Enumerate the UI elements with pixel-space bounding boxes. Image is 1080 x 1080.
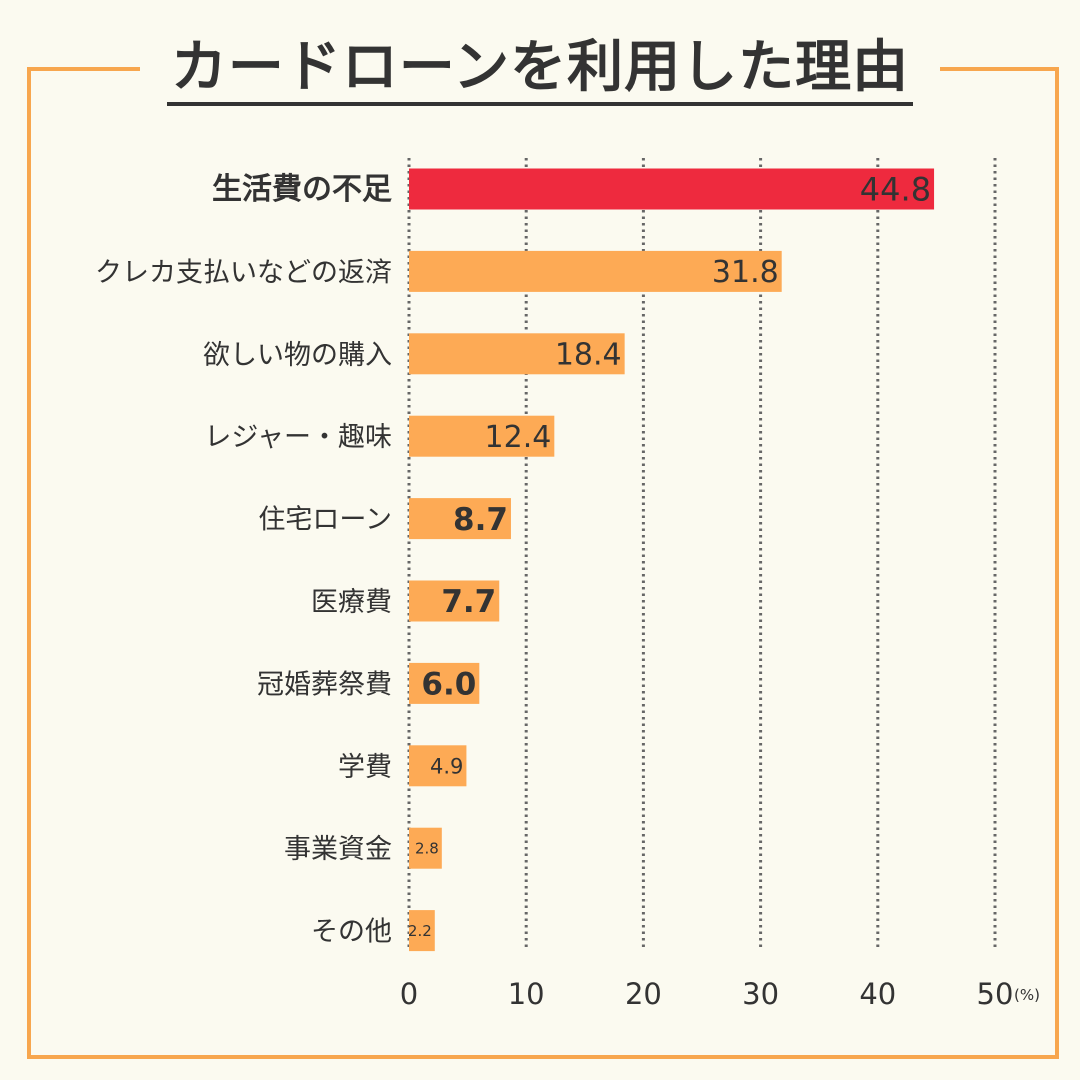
x-tick-label-30: 30 — [742, 977, 779, 1011]
value-label-2: 18.4 — [555, 338, 622, 373]
value-label-3: 12.4 — [485, 420, 552, 455]
value-label-6: 6.0 — [421, 667, 476, 703]
chart-title: カードローンを利用した理由 — [166, 36, 914, 106]
x-tick-label-40: 40 — [859, 977, 896, 1011]
x-axis-unit-label: (%) — [1014, 986, 1040, 1004]
category-label-0: 生活費の不足 — [212, 172, 392, 207]
bar-2 — [409, 333, 625, 375]
x-tick-label-20: 20 — [625, 977, 662, 1011]
category-label-6: 冠婚葬祭費 — [257, 669, 392, 700]
category-label-8: 事業資金 — [284, 834, 392, 865]
category-label-5: 医療費 — [311, 587, 392, 618]
bar-1 — [409, 250, 782, 292]
bar-6 — [409, 662, 480, 704]
bar-7 — [409, 745, 467, 787]
category-label-9: その他 — [311, 917, 392, 948]
category-label-7: 学費 — [338, 752, 392, 783]
x-tick-label-0: 0 — [400, 977, 418, 1011]
value-label-7: 4.9 — [430, 754, 463, 778]
bar-3 — [409, 415, 555, 457]
category-label-3: レジャー・趣味 — [204, 422, 392, 453]
value-label-8: 2.8 — [415, 840, 439, 858]
bar-5 — [409, 580, 500, 622]
value-label-5: 7.7 — [441, 584, 496, 620]
x-tick-label-10: 10 — [508, 977, 545, 1011]
bar-4 — [409, 498, 511, 540]
category-label-4: 住宅ローン — [258, 505, 392, 536]
value-label-9: 2.2 — [408, 922, 432, 940]
title-container: カードローンを利用した理由 — [140, 36, 940, 106]
category-label-1: クレカ支払いなどの返済 — [95, 257, 392, 288]
category-label-2: 欲しい物の購入 — [203, 340, 392, 371]
value-label-0: 44.8 — [860, 171, 931, 209]
bar-0 — [409, 168, 935, 210]
value-label-1: 31.8 — [712, 255, 779, 290]
x-tick-label-50: 50 — [977, 977, 1014, 1011]
bar-8 — [409, 827, 442, 869]
bar-9 — [409, 910, 435, 952]
value-label-4: 8.7 — [453, 502, 508, 538]
